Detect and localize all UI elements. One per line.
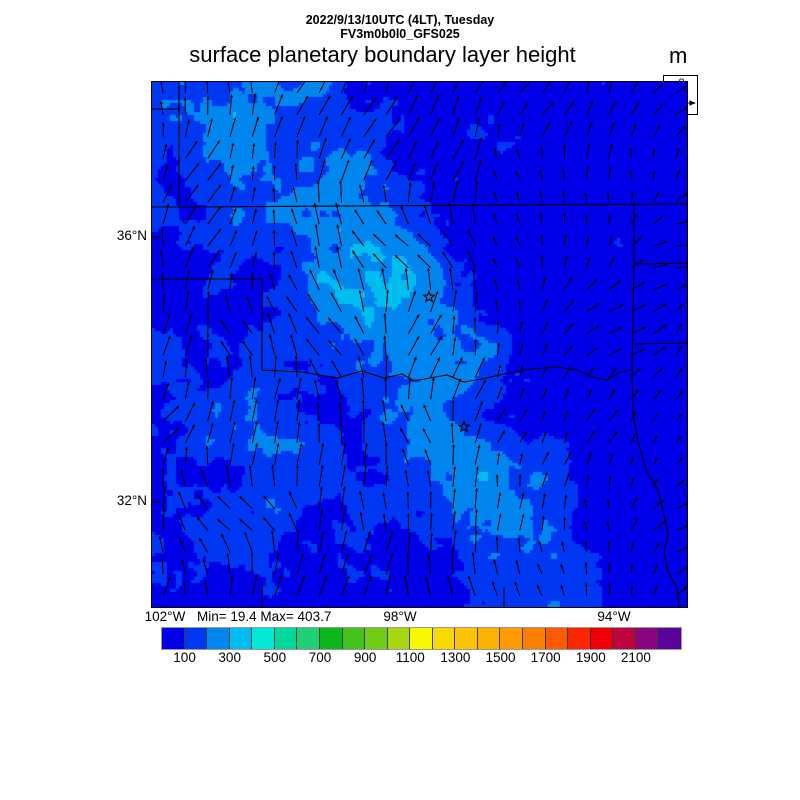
colorbar-swatch-1[interactable] bbox=[184, 628, 208, 649]
colorbar-tick-900: 900 bbox=[353, 650, 377, 665]
colorbar-swatch-15[interactable] bbox=[500, 628, 523, 649]
colorbar-swatch-20[interactable] bbox=[613, 628, 636, 649]
colorbar-swatch-0[interactable] bbox=[162, 628, 185, 649]
colorbar-swatch-8[interactable] bbox=[342, 628, 366, 649]
colorbar-swatch-6[interactable] bbox=[297, 628, 320, 649]
colorbar-swatch-3[interactable] bbox=[229, 628, 253, 649]
colorbar-tick-1700: 1700 bbox=[530, 650, 561, 665]
units-label: m bbox=[669, 43, 688, 68]
state-border-3 bbox=[152, 278, 263, 370]
wind-vector-field bbox=[158, 82, 687, 597]
colorbar-swatch-11[interactable] bbox=[410, 628, 433, 649]
state-border-8 bbox=[631, 369, 680, 607]
title-model-id: FV3m0b0l0_GFS025 bbox=[340, 27, 460, 41]
colorbar-swatch-17[interactable] bbox=[545, 628, 569, 649]
colorbar[interactable] bbox=[161, 627, 682, 650]
page-title: surface planetary boundary layer height bbox=[189, 42, 576, 67]
lon-tick-label-2: 94°W bbox=[597, 609, 631, 624]
colorbar-swatch-4[interactable] bbox=[252, 628, 275, 649]
map-overlays bbox=[152, 82, 687, 607]
colorbar-swatch-19[interactable] bbox=[590, 628, 614, 649]
state-border-2 bbox=[152, 203, 687, 208]
colorbar-swatch-7[interactable] bbox=[319, 628, 343, 649]
title-datetime: 2022/9/13/10UTC (4LT), Tuesday bbox=[305, 13, 495, 27]
colorbar-swatch-2[interactable] bbox=[207, 628, 230, 649]
colorbar-swatch-10[interactable] bbox=[387, 628, 411, 649]
lon-tick-label-0: 102°W bbox=[144, 609, 186, 624]
colorbar-swatch-9[interactable] bbox=[365, 628, 388, 649]
colorbar-swatch-22[interactable] bbox=[658, 628, 681, 649]
colorbar-tick-labels: 100 300 500 700 900 1100 1300 1500 1700 1900 2100 bbox=[0, 650, 800, 668]
lon-tick-label-1: 98°W bbox=[383, 609, 417, 624]
colorbar-tick-500: 500 bbox=[263, 650, 287, 665]
city-star-marker-1 bbox=[457, 419, 471, 433]
lat-tick-label-0: 36°N bbox=[116, 228, 147, 243]
map-plot-area[interactable] bbox=[151, 81, 688, 608]
city-star-marker-0 bbox=[422, 289, 436, 303]
colorbar-tick-1500: 1500 bbox=[485, 650, 516, 665]
colorbar-tick-1300: 1300 bbox=[440, 650, 471, 665]
colorbar-swatch-16[interactable] bbox=[523, 628, 546, 649]
pblh-field-raster bbox=[152, 82, 687, 607]
colorbar-swatch-21[interactable] bbox=[635, 628, 659, 649]
colorbar-tick-300: 300 bbox=[218, 650, 241, 665]
colorbar-swatch-5[interactable] bbox=[274, 628, 298, 649]
colorbar-swatch-14[interactable] bbox=[477, 628, 501, 649]
colorbar-tick-700: 700 bbox=[308, 650, 332, 665]
colorbar-tick-1900: 1900 bbox=[575, 650, 606, 665]
minmax-annotation: Min= 19.4 Max= 403.7 bbox=[197, 609, 332, 624]
state-border-6 bbox=[633, 262, 687, 265]
colorbar-tick-1100: 1100 bbox=[395, 650, 425, 665]
colorbar-tick-2100: 2100 bbox=[620, 650, 651, 665]
colorbar-swatch-13[interactable] bbox=[455, 628, 478, 649]
colorbar-tick-100: 100 bbox=[173, 650, 196, 665]
state-border-7 bbox=[633, 342, 687, 345]
lat-tick-label-1: 32°N bbox=[116, 493, 147, 508]
state-border-5 bbox=[631, 202, 635, 371]
colorbar-swatch-12[interactable] bbox=[432, 628, 456, 649]
colorbar-swatch-18[interactable] bbox=[568, 628, 591, 649]
